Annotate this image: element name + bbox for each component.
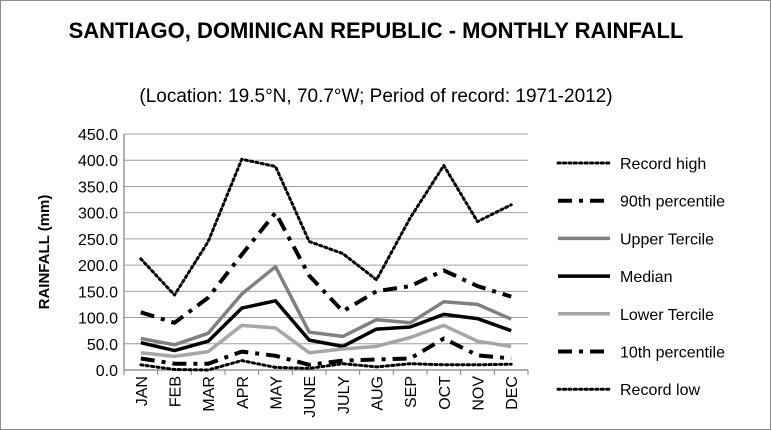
legend-label: 10th percentile	[620, 345, 725, 362]
y-tick-label: 350.0	[78, 179, 118, 196]
x-tick-label: FEB	[168, 376, 185, 407]
x-tick-label: NOV	[471, 376, 488, 411]
series-line-5	[140, 323, 512, 359]
y-tick-label: 450.0	[78, 127, 118, 144]
series-line-4	[140, 299, 512, 353]
series-line-7	[139, 359, 513, 372]
series-line-3	[140, 264, 512, 347]
legend-label: Record low	[620, 382, 700, 399]
x-tick-label: MAR	[201, 376, 218, 412]
y-tick-label: 400.0	[78, 153, 118, 170]
legend-label: Upper Tercile	[620, 231, 714, 248]
legend-label: Lower Tercile	[620, 307, 714, 324]
chart-title: SANTIAGO, DOMINICAN REPUBLIC - MONTHLY R…	[68, 18, 684, 43]
y-tick-label: 0.0	[96, 363, 118, 380]
y-tick-label: 200.0	[78, 258, 118, 275]
y-tick-label: 100.0	[78, 311, 118, 328]
x-tick-label: JAN	[134, 376, 151, 406]
y-tick-label: 300.0	[78, 206, 118, 223]
x-tick-label: APR	[235, 376, 252, 409]
axes: 0.0 50.0 100.0 150.0 200.0 250.0 300.0 350.0 400…	[36, 127, 529, 418]
x-tick-label: OCT	[437, 376, 454, 410]
x-tick-label: JUNE	[302, 376, 319, 418]
y-tick-label: 50.0	[87, 337, 118, 354]
chart-subtitle: (Location: 19.5°N, 70.7°W; Period of rec…	[139, 86, 613, 107]
x-tick-label: AUG	[370, 376, 387, 411]
legend-label: Record high	[620, 156, 706, 173]
legend: Record high 90th percentile Upper Tercile M…	[556, 156, 725, 399]
y-tick-label: 250.0	[78, 232, 118, 249]
x-tick-label: JULY	[336, 376, 353, 414]
series-line-1	[139, 157, 513, 297]
x-tick-label: DEC	[504, 376, 521, 410]
x-tick-label: MAY	[269, 376, 286, 410]
y-tick-label: 150.0	[78, 284, 118, 301]
legend-label: 90th percentile	[620, 194, 725, 211]
series-line-2	[140, 210, 512, 325]
legend-label: Median	[620, 269, 672, 286]
y-axis-title: RAINFALL (mm)	[36, 195, 53, 310]
series-lines	[139, 157, 513, 372]
x-tick-label: SEP	[403, 376, 420, 408]
